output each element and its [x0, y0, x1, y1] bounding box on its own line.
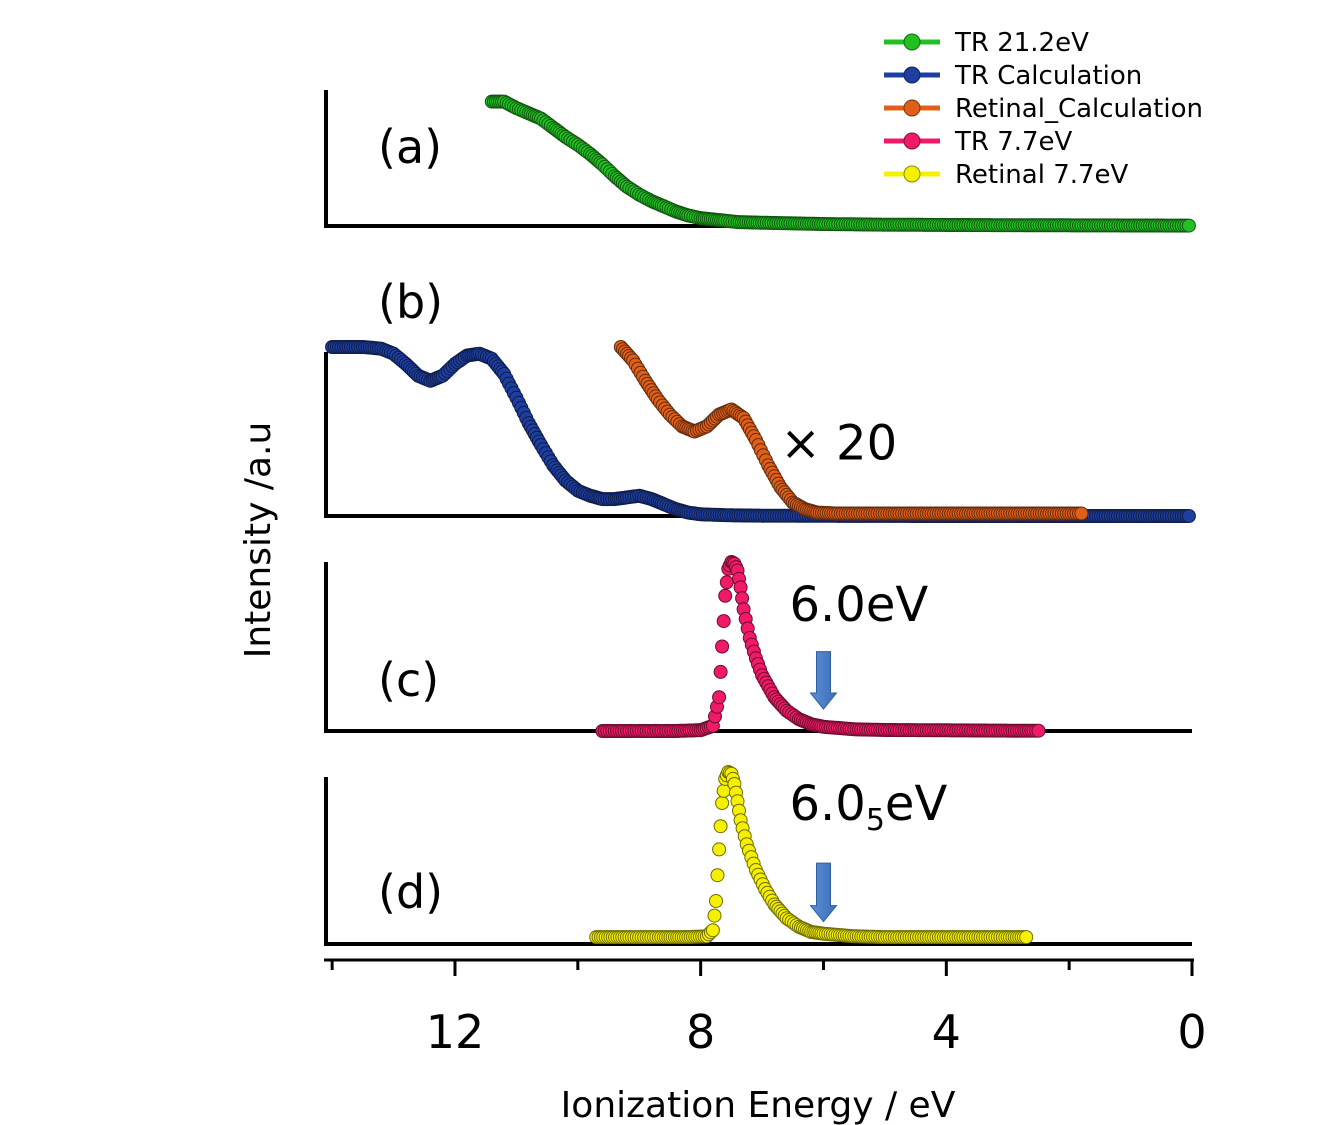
down-arrow-icon [809, 651, 838, 710]
data-point [719, 575, 734, 590]
x-tick-label: 0 [1177, 1005, 1206, 1059]
data-point [1074, 506, 1089, 521]
panel-d: (d) 6.05eV [324, 765, 1192, 946]
data-point [1019, 930, 1034, 945]
x-axis: 12 8 4 0 [324, 958, 1207, 1059]
legend-label: Retinal 7.7eV [955, 160, 1129, 190]
data-point [718, 588, 733, 603]
legend-item: Retinal_Calculation [884, 94, 1203, 124]
series-tr-7-7ev [595, 555, 1046, 738]
legend-label: Retinal_Calculation [955, 94, 1203, 124]
data-point [713, 819, 728, 834]
legend-item: TR Calculation [884, 61, 1142, 91]
legend-item: TR 21.2eV [884, 28, 1089, 58]
data-point [1181, 218, 1196, 233]
series-tr-21-2ev [484, 94, 1196, 233]
data-point [715, 639, 730, 654]
legend-label: TR Calculation [954, 61, 1142, 91]
data-point [710, 868, 725, 883]
data-point [1031, 723, 1046, 738]
data-point [713, 664, 728, 679]
data-point [709, 894, 723, 908]
data-point [716, 614, 731, 629]
data-point [712, 690, 727, 705]
series-retinal-7-7ev [589, 765, 1034, 945]
data-point [712, 842, 727, 857]
legend-item: TR 7.7eV [884, 127, 1073, 157]
series-tr-calculation [325, 340, 1196, 523]
panel-c: (c) 6.0eV [324, 555, 1192, 738]
x-tick-label: 12 [426, 1005, 485, 1059]
panel-label: (c) [378, 653, 439, 707]
data-point [707, 908, 722, 923]
panel-label: (a) [378, 120, 442, 174]
legend-label: TR 7.7eV [954, 127, 1073, 157]
panel-b: (b) × 20 [324, 275, 1196, 523]
x-tick-label: 4 [932, 1005, 961, 1059]
panel-label: (d) [378, 865, 443, 919]
panels-layer: (a) (b) × 20 (c) 6.0eV (d) 6.05eV [324, 90, 1196, 946]
x-axis-title: Ionization Energy / eV [561, 1085, 956, 1125]
panel-a: (a) [324, 90, 1196, 233]
x-tick-label: 8 [686, 1005, 715, 1059]
legend-marker [903, 99, 921, 117]
down-arrow-icon [809, 862, 838, 923]
data-point [705, 923, 720, 938]
data-point [1181, 509, 1196, 523]
legend-item: Retinal 7.7eV [884, 160, 1129, 190]
legend-marker [903, 165, 921, 183]
series-retinal-calculation [613, 340, 1089, 521]
panel-label: (b) [378, 275, 443, 329]
data-point [715, 796, 730, 810]
y-axis-title: Intensity /a.u [238, 422, 279, 659]
annotation-label: 6.05eV [789, 776, 947, 838]
legend-label: TR 21.2eV [954, 28, 1089, 58]
annotation-label: 6.0eV [789, 577, 928, 633]
legend-marker [903, 33, 921, 51]
legend-marker [903, 132, 921, 150]
legend-marker [903, 66, 921, 84]
annotation-label: × 20 [781, 415, 898, 471]
